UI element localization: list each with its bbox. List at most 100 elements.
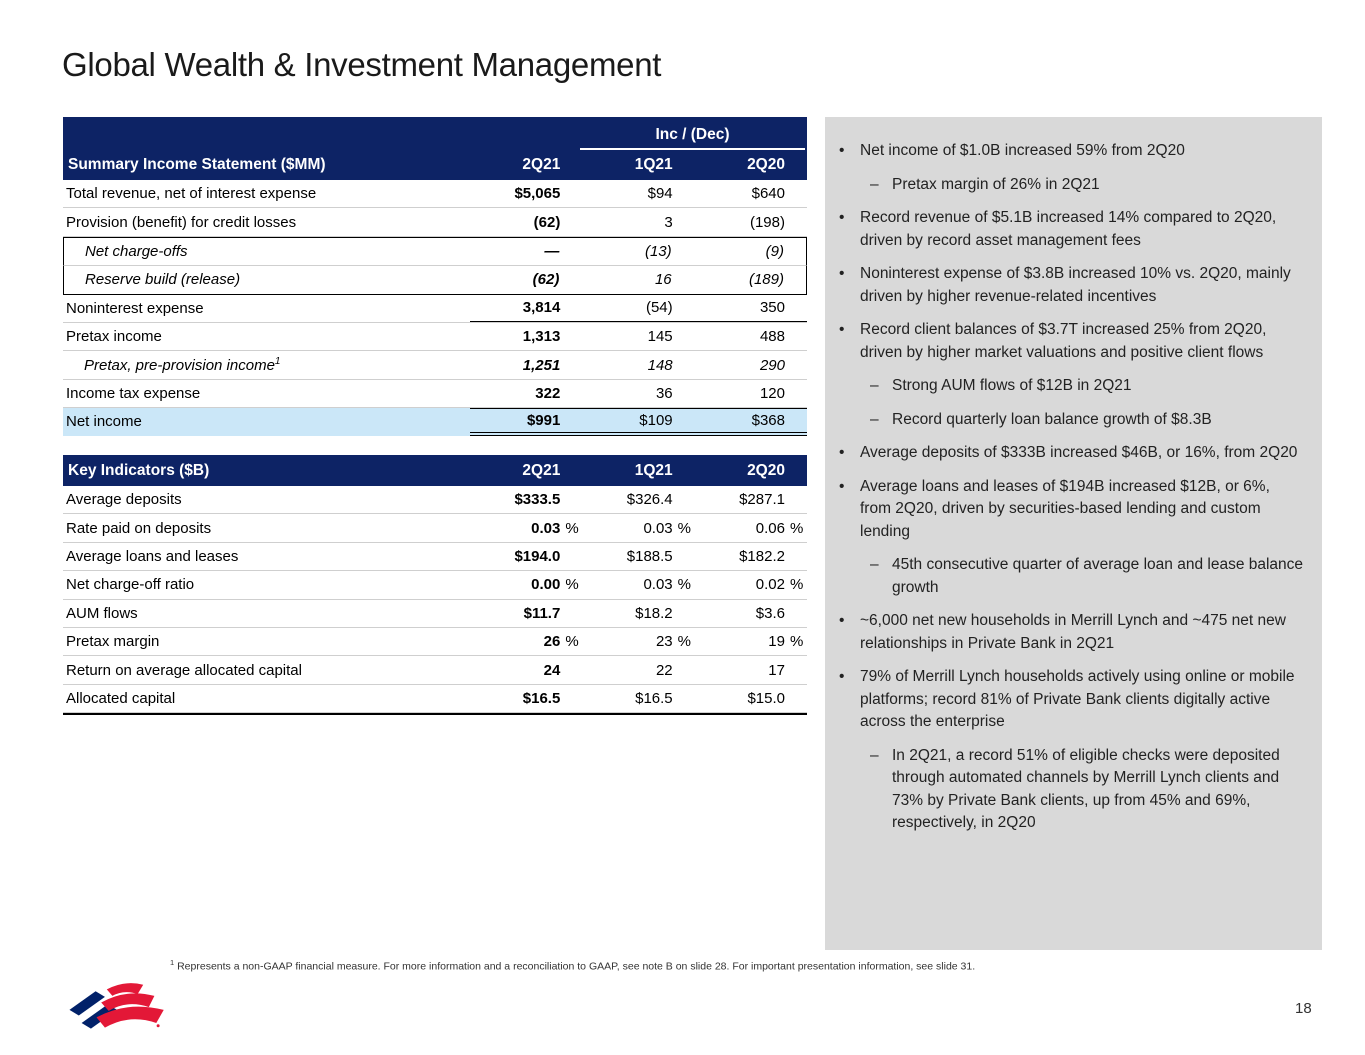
- cell-value: 145: [647, 328, 673, 346]
- value-cell: 290: [695, 357, 807, 374]
- highlight-bullet: • Average deposits of $333B increased $46…: [838, 442, 1304, 465]
- value-cell: 3: [582, 214, 694, 231]
- highlight-bullet: • 79% of Merrill Lynch households activel…: [838, 666, 1304, 734]
- cell-value: (189): [748, 271, 784, 289]
- cell-value: $109: [639, 411, 673, 429]
- value-cell: 16: [581, 271, 693, 288]
- value-cell: $16.5: [582, 690, 694, 707]
- bullet-marker: •: [839, 612, 845, 629]
- value-cell: $194.0: [470, 548, 582, 565]
- cell-value: (9): [765, 242, 784, 260]
- table-row: Return on average allocated capital 24 22 1…: [63, 656, 807, 685]
- value-cell: 145: [582, 328, 694, 345]
- highlight-sub-bullet: – Record quarterly loan balance growth of…: [838, 409, 1304, 432]
- row-values: 3,814 (54) 350: [470, 295, 807, 322]
- value-cell: 24: [470, 662, 582, 679]
- value-cell: $18.2: [582, 605, 694, 622]
- cell-value: (62): [532, 271, 560, 289]
- cell-value: $182.2: [739, 547, 785, 565]
- value-cell: $3.6: [695, 605, 807, 622]
- income-table-body: Total revenue, net of interest expense $5…: [63, 180, 807, 436]
- value-cell: 350: [695, 299, 807, 316]
- value-cell: 0.02%: [695, 576, 807, 593]
- value-cell: $94: [582, 185, 694, 202]
- column-header-2q20: 2Q20: [747, 156, 785, 173]
- bullet-text: Record client balances of $3.7T increase…: [860, 321, 1267, 361]
- cell-unit: %: [789, 576, 804, 594]
- value-cell: (62): [470, 214, 582, 231]
- cell-value: $18.2: [635, 604, 673, 622]
- key-column-headers: 2Q21 1Q21 2Q20: [470, 455, 807, 486]
- bullet-marker: –: [870, 377, 879, 394]
- income-column-header-row: Summary Income Statement ($MM) 2Q21 1Q21…: [63, 150, 807, 180]
- value-cell: $11.7: [470, 605, 582, 622]
- value-cell: (189): [694, 271, 806, 288]
- value-cell: (62): [469, 271, 581, 288]
- bullet-text: Record revenue of $5.1B increased 14% co…: [860, 209, 1277, 249]
- row-values: 1,313 145 488: [470, 323, 807, 350]
- table-row: Total revenue, net of interest expense $5…: [63, 180, 807, 209]
- highlight-sub-bullet: –45th consecutive quarter of average loa…: [838, 554, 1304, 599]
- footnote-superscript: 1: [170, 958, 175, 967]
- value-cell: $15.0: [695, 690, 807, 707]
- value-cell: $188.5: [582, 548, 694, 565]
- value-cell: $109: [582, 412, 694, 429]
- bullet-text: 45th consecutive quarter of average loan…: [892, 556, 1304, 596]
- highlight-bullet: • Average loans and leases of $194B incre…: [838, 476, 1304, 544]
- bullet-text: Pretax margin of 26% in 2Q21: [892, 175, 1100, 193]
- bullet-text: Strong AUM flows of $12B in 2Q21: [892, 377, 1132, 394]
- cell-value: (13): [644, 242, 672, 260]
- cell-unit: %: [565, 576, 579, 594]
- bullet-text: In 2Q21, a record 51% of eligible checks…: [892, 746, 1280, 832]
- cell-value: $326.4: [626, 491, 673, 509]
- value-cell: $991: [470, 412, 582, 429]
- value-cell: (198): [695, 214, 807, 231]
- table-row: Income tax expense 322 36 120: [63, 380, 807, 409]
- row-label: Provision (benefit) for credit losses: [66, 213, 297, 231]
- cell-value: 19: [768, 633, 785, 651]
- cell-value: 350: [759, 299, 785, 317]
- value-cell: 23%: [582, 633, 694, 650]
- row-label: Return on average allocated capital: [66, 661, 302, 679]
- bullet-marker: –: [870, 410, 879, 428]
- income-table-title: Summary Income Statement ($MM): [68, 156, 326, 173]
- highlight-bullet: • Record revenue of $5.1B increased 14% c…: [838, 207, 1304, 252]
- cell-value: (62): [533, 213, 561, 231]
- bullet-marker: –: [870, 175, 879, 193]
- footnote: 1 Represents a non-GAAP financial measur…: [170, 958, 975, 973]
- cell-value: 1,251: [522, 356, 561, 374]
- cell-value: $15.0: [747, 689, 785, 707]
- row-label: Net income: [66, 413, 142, 431]
- bullet-marker: •: [839, 209, 845, 226]
- cell-value: 0.06: [755, 519, 785, 537]
- row-values: — (13) (9): [469, 238, 806, 265]
- bullet-marker: •: [839, 477, 845, 495]
- row-label: Reserve build (release): [85, 271, 241, 289]
- cell-value: (54): [645, 299, 673, 317]
- cell-value: 26: [543, 633, 561, 651]
- value-cell: 17: [695, 662, 807, 679]
- table-row: Provision (benefit) for credit losses (62…: [63, 208, 807, 237]
- row-values: 322 36 120: [470, 380, 807, 407]
- highlight-sub-bullet: – Strong AUM flows of $12B in 2Q21: [838, 375, 1304, 398]
- cell-value: $11.7: [523, 604, 561, 622]
- cell-unit: %: [565, 519, 579, 537]
- row-label: Pretax, pre-provision income1: [84, 356, 281, 375]
- value-cell: $333.5: [470, 491, 582, 508]
- inc-dec-header-row: Inc / (Dec): [63, 117, 807, 150]
- row-label: Noninterest expense: [66, 299, 204, 317]
- value-cell: 120: [695, 385, 807, 402]
- value-cell: 0.03%: [582, 520, 694, 537]
- row-values: $194.0 $188.5 $182.2: [470, 543, 807, 570]
- row-label: Pretax income: [66, 328, 162, 346]
- table-row: Net charge-off ratio 0.00% 0.03% 0.02%: [63, 571, 807, 600]
- cell-value: 24: [543, 661, 561, 679]
- cell-value: $94: [647, 185, 673, 203]
- value-cell: 22: [582, 662, 694, 679]
- value-cell: (54): [582, 299, 694, 316]
- table-row: Average deposits $333.5 $326.4 $287.1: [63, 486, 807, 515]
- bullet-marker: •: [839, 321, 845, 338]
- highlight-sub-bullet: – In 2Q21, a record 51% of eligible check…: [838, 745, 1304, 835]
- highlight-sub-bullet: – Pretax margin of 26% in 2Q21: [838, 174, 1304, 197]
